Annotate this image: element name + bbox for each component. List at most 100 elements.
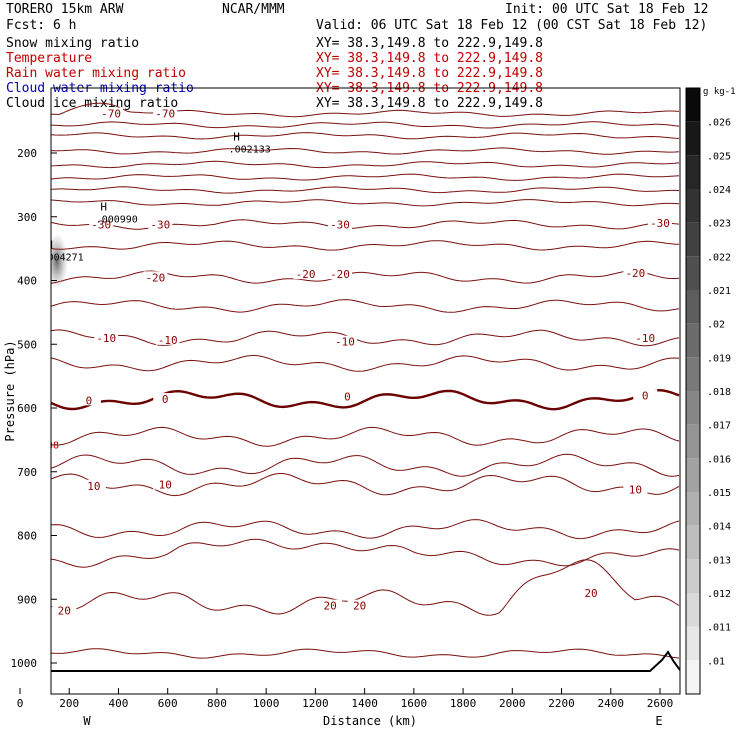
model-title: TORERO 15km ARW bbox=[6, 2, 124, 17]
terrain-line bbox=[51, 650, 680, 672]
contour-line-7 bbox=[51, 199, 680, 207]
colorbar-tick-3: .023 bbox=[707, 219, 731, 230]
temp-label-bg-22 bbox=[318, 599, 343, 611]
center-label: NCAR/MMM bbox=[222, 2, 285, 17]
y-tick-label-4: 600 bbox=[17, 402, 37, 415]
field-xy-1: XY= 38.3,149.8 to 222.9,149.8 bbox=[316, 51, 543, 66]
temp-label-bg-10 bbox=[94, 331, 119, 343]
plot-frame bbox=[50, 87, 681, 695]
temp-label-5: -30 bbox=[650, 217, 670, 230]
contour-line-2 bbox=[51, 132, 680, 140]
temp-label-11: -10 bbox=[158, 334, 178, 347]
colorbar-cell-7 bbox=[686, 323, 700, 358]
y-tick-label-8: 1000 bbox=[11, 657, 38, 670]
x-tick-label-3: 600 bbox=[158, 697, 178, 710]
temp-label-bg-17 bbox=[633, 389, 658, 401]
contour-line-19 bbox=[51, 538, 680, 568]
colorbar-cell-17 bbox=[686, 660, 700, 694]
contour-line-20 bbox=[51, 559, 680, 616]
temp-label-bg-4 bbox=[328, 218, 352, 230]
y-tick-label-2: 400 bbox=[17, 275, 37, 288]
y-tick-label-7: 900 bbox=[17, 593, 37, 606]
temp-label-bg-7 bbox=[293, 268, 318, 280]
colorbar-unit: g kg-1 bbox=[703, 87, 736, 97]
colorbar-cell-8 bbox=[686, 357, 700, 391]
y-tick-label-1: 300 bbox=[17, 211, 37, 224]
colorbar-cell-12 bbox=[686, 492, 700, 526]
temp-label-bg-0 bbox=[99, 107, 124, 119]
temp-label-bg-6 bbox=[143, 271, 168, 283]
contour-line-9 bbox=[51, 240, 680, 251]
contour-line-11 bbox=[51, 299, 680, 313]
x-tick-label-13: 2600 bbox=[647, 697, 674, 710]
temp-label-6: -20 bbox=[145, 271, 165, 284]
temp-label-13: -10 bbox=[635, 332, 655, 345]
colorbar-tick-14: .012 bbox=[707, 589, 731, 600]
colorbar-frame bbox=[685, 87, 701, 695]
temp-label-24: 20 bbox=[584, 587, 597, 600]
contour-line-4 bbox=[51, 160, 680, 169]
extremum-value-1: .000990 bbox=[96, 214, 138, 225]
east-end-label: E bbox=[655, 714, 662, 728]
temp-label-bg-24 bbox=[579, 586, 604, 598]
forecast-hour: Fcst: 6 h bbox=[6, 18, 76, 33]
temp-label-9: -20 bbox=[625, 267, 645, 280]
colorbar-tick-4: .022 bbox=[707, 252, 731, 263]
colorbar-cell-2 bbox=[686, 155, 700, 189]
contour-line-15 bbox=[51, 426, 680, 447]
temp-label-bg-5 bbox=[648, 217, 672, 229]
field-xy-2: XY= 38.3,149.8 to 222.9,149.8 bbox=[316, 66, 543, 81]
colorbar-tick-2: .024 bbox=[707, 185, 731, 196]
x-tick-label-7: 1400 bbox=[351, 697, 378, 710]
init-time: Init: 00 UTC Sat 18 Feb 12 bbox=[505, 2, 709, 17]
temp-label-bg-9 bbox=[623, 266, 648, 278]
temp-label-bg-19 bbox=[153, 478, 178, 490]
temp-label-2: -30 bbox=[91, 218, 111, 231]
colorbar-tick-8: .018 bbox=[707, 387, 731, 398]
x-tick-label-11: 2200 bbox=[548, 697, 575, 710]
contour-line-8 bbox=[51, 219, 680, 230]
colorbar-tick-10: .016 bbox=[707, 454, 731, 465]
y-tick-label-5: 700 bbox=[17, 466, 37, 479]
temp-label-23: 20 bbox=[353, 600, 366, 613]
temp-label-bg-21 bbox=[52, 604, 77, 616]
colorbar-cell-16 bbox=[686, 626, 700, 661]
colorbar: .026 .025 .024 .023 .022 .021 .02 .019 .018 .017.… bbox=[685, 87, 736, 695]
temp-label-bg-2 bbox=[89, 218, 114, 230]
colorbar-tick-5: .021 bbox=[707, 286, 731, 297]
contour-line-1 bbox=[51, 121, 680, 129]
temp-label-10: -10 bbox=[96, 332, 116, 345]
contour-line-13 bbox=[51, 354, 680, 372]
field-name-1: Temperature bbox=[6, 51, 92, 66]
temp-label-22: 20 bbox=[324, 600, 337, 613]
temp-label-1: -70 bbox=[155, 107, 175, 120]
x-tick-label-10: 2000 bbox=[499, 697, 526, 710]
contour-line-17 bbox=[51, 473, 680, 497]
temp-label-21: 20 bbox=[58, 605, 71, 618]
extremum-letter-3: H bbox=[22, 427, 29, 440]
colorbar-cell-1 bbox=[686, 121, 700, 156]
extremum-letter-1: H bbox=[100, 200, 107, 213]
colorbar-tick-13: .013 bbox=[707, 555, 731, 566]
field-name-2: Rain water mixing ratio bbox=[6, 66, 186, 81]
valid-time: Valid: 06 UTC Sat 18 Feb 12 (00 CST Sat … bbox=[316, 18, 707, 33]
temp-label-bg-20 bbox=[623, 483, 648, 495]
west-end-label: W bbox=[83, 714, 91, 728]
axes: 0 200 400 600 800 1000 1200 1400 1600 1800 2000 220… bbox=[3, 87, 681, 728]
temp-label-bg-12 bbox=[332, 335, 357, 347]
colorbar-tick-9: .017 bbox=[707, 421, 731, 432]
colorbar-cell-9 bbox=[686, 391, 700, 425]
extremum-value-2: .004271 bbox=[42, 253, 84, 264]
contour-line-12 bbox=[51, 329, 680, 347]
colorbar-cell-4 bbox=[686, 222, 700, 257]
temp-label-bg-14 bbox=[76, 394, 101, 406]
temp-label-3: -30 bbox=[150, 218, 170, 231]
temp-label-17: 0 bbox=[642, 389, 649, 402]
temp-label-16: 0 bbox=[344, 391, 351, 404]
contour-line-16 bbox=[51, 453, 680, 477]
field-xy-4: XY= 38.3,149.8 to 222.9,149.8 bbox=[316, 96, 543, 111]
colorbar-cell-13 bbox=[686, 525, 700, 560]
colorbar-tick-6: .02 bbox=[707, 320, 725, 331]
x-tick-label-9: 1800 bbox=[450, 697, 477, 710]
temp-label-18: 10 bbox=[87, 480, 100, 493]
